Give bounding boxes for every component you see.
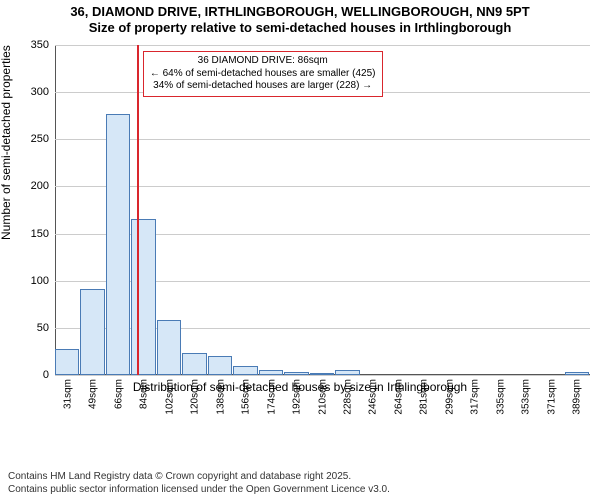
histogram-bar bbox=[335, 370, 359, 375]
y-axis-label: Number of semi-detached properties bbox=[0, 45, 13, 240]
y-tick-label: 300 bbox=[31, 86, 49, 98]
y-axis-line bbox=[55, 45, 56, 375]
histogram-bar bbox=[565, 372, 589, 375]
callout-box: 36 DIAMOND DRIVE: 86sqm← 64% of semi-det… bbox=[143, 51, 383, 97]
histogram-bar bbox=[80, 289, 104, 375]
gridline bbox=[55, 375, 590, 376]
callout-line-2: ← 64% of semi-detached houses are smalle… bbox=[150, 68, 376, 81]
histogram-bar bbox=[182, 353, 206, 375]
footer-attribution: Contains HM Land Registry data © Crown c… bbox=[8, 471, 390, 496]
property-marker-line bbox=[137, 45, 139, 375]
histogram-bar bbox=[106, 114, 130, 375]
histogram-bar bbox=[131, 219, 155, 376]
gridline bbox=[55, 45, 590, 46]
page-subtitle: Size of property relative to semi-detach… bbox=[0, 20, 600, 36]
y-tick-label: 350 bbox=[31, 39, 49, 51]
callout-line-3: 34% of semi-detached houses are larger (… bbox=[150, 80, 376, 93]
x-axis-label: Distribution of semi-detached houses by … bbox=[0, 380, 600, 394]
page-title: 36, DIAMOND DRIVE, IRTHLINGBOROUGH, WELL… bbox=[0, 4, 600, 20]
histogram-bar bbox=[284, 372, 308, 375]
y-tick-label: 250 bbox=[31, 133, 49, 145]
footer-line-2: Contains public sector information licen… bbox=[8, 484, 390, 497]
plot-area: 05010015020025030035031sqm49sqm66sqm84sq… bbox=[55, 45, 590, 375]
gridline bbox=[55, 186, 590, 187]
chart-container: Number of semi-detached properties 05010… bbox=[0, 40, 600, 440]
histogram-bar bbox=[208, 356, 232, 375]
gridline bbox=[55, 139, 590, 140]
histogram-bar bbox=[55, 349, 79, 375]
histogram-bar bbox=[310, 373, 334, 375]
footer-line-1: Contains HM Land Registry data © Crown c… bbox=[8, 471, 390, 484]
y-tick-label: 150 bbox=[31, 228, 49, 240]
histogram-bar bbox=[259, 370, 283, 375]
callout-line-1: 36 DIAMOND DRIVE: 86sqm bbox=[150, 55, 376, 68]
y-tick-label: 50 bbox=[37, 322, 49, 334]
histogram-bar bbox=[233, 366, 257, 375]
y-tick-label: 200 bbox=[31, 180, 49, 192]
y-tick-label: 100 bbox=[31, 275, 49, 287]
histogram-bar bbox=[157, 320, 181, 375]
